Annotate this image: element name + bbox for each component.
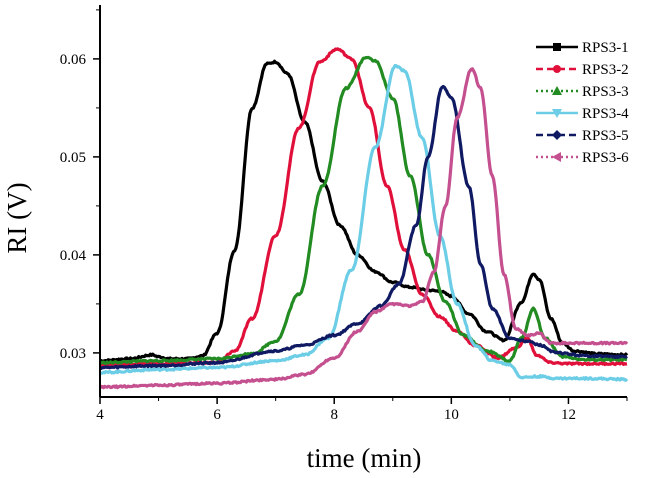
legend-label-rps3-1: RPS3-1	[582, 40, 629, 56]
plot-lines	[98, 47, 629, 390]
legend-label-rps3-4: RPS3-4	[582, 106, 629, 122]
x-tick-label: 8	[330, 407, 338, 423]
series-line-rps3-3	[99, 55, 628, 366]
legend-marker-rps3-4	[552, 109, 562, 118]
x-axis-title: time (min)	[307, 443, 422, 473]
legend-marker-rps3-5	[552, 130, 562, 140]
legend-label-rps3-2: RPS3-2	[582, 62, 629, 78]
legend-marker-rps3-6	[552, 152, 561, 162]
series-line-rps3-5	[98, 84, 628, 371]
legend-label-rps3-5: RPS3-5	[582, 128, 629, 144]
legend-marker-rps3-1	[553, 43, 561, 51]
y-tick-label: 0.05	[60, 150, 86, 166]
y-axis-title: RI (V)	[2, 182, 32, 253]
x-tick-label: 6	[213, 407, 221, 423]
series-line-rps3-6	[98, 67, 629, 390]
legend-label-rps3-6: RPS3-6	[582, 150, 629, 166]
series-line-rps3-1	[99, 59, 629, 363]
ticks: 4 6 8 10 12 0.03 0.04 0.05 0.06	[60, 9, 628, 423]
series-line-rps3-4	[99, 63, 629, 382]
y-tick-label: 0.03	[60, 346, 86, 362]
legend: RPS3-1 RPS3-2 RPS3-3 RPS3-4 RPS3-5 RPS3-6	[536, 40, 629, 166]
x-tick-label: 4	[96, 407, 104, 423]
legend-marker-rps3-3	[552, 86, 562, 95]
legend-label-rps3-3: RPS3-3	[582, 84, 629, 100]
x-tick-label: 12	[561, 407, 576, 423]
axes	[99, 5, 627, 398]
x-tick-label: 10	[444, 407, 459, 423]
y-tick-label: 0.06	[60, 52, 87, 68]
y-tick-label: 0.04	[60, 248, 87, 264]
legend-marker-rps3-2	[553, 65, 561, 73]
